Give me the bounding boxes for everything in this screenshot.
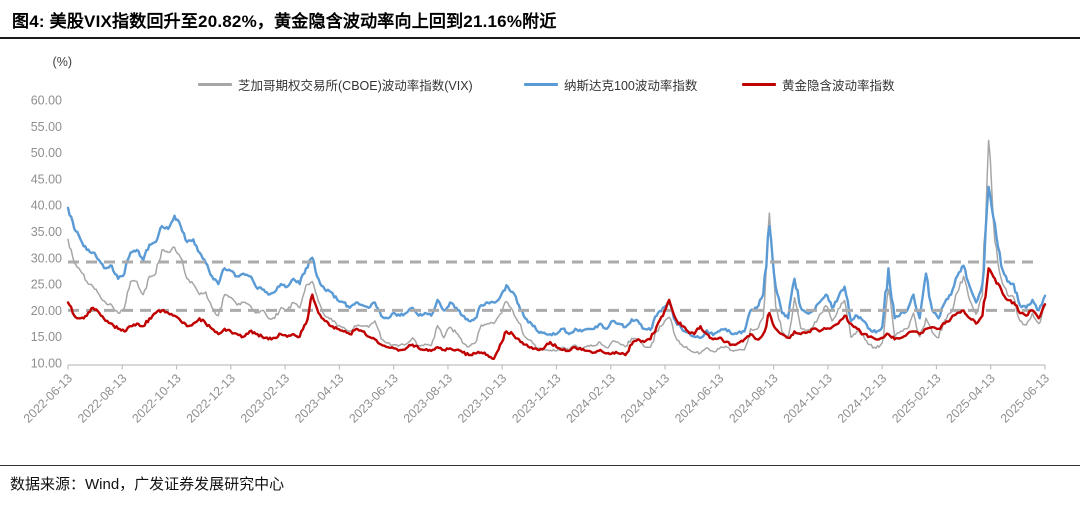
svg-text:60.00: 60.00 bbox=[31, 94, 62, 108]
svg-text:2023-06-13: 2023-06-13 bbox=[346, 371, 400, 425]
svg-text:40.00: 40.00 bbox=[31, 199, 62, 213]
svg-text:2023-02-13: 2023-02-13 bbox=[238, 371, 292, 425]
source-divider bbox=[0, 465, 1080, 466]
legend-item-vix: 芝加哥期权交易所(CBOE)波动率指数(VIX) bbox=[198, 75, 473, 93]
svg-text:50.00: 50.00 bbox=[31, 146, 62, 160]
svg-text:45.00: 45.00 bbox=[31, 172, 62, 186]
svg-text:2024-10-13: 2024-10-13 bbox=[781, 371, 835, 425]
legend-item-gold: 黄金隐含波动率指数 bbox=[742, 75, 895, 93]
svg-text:2024-12-13: 2024-12-13 bbox=[835, 371, 889, 425]
svg-text:2022-10-13: 2022-10-13 bbox=[129, 371, 183, 425]
svg-text:2023-04-13: 2023-04-13 bbox=[292, 371, 346, 425]
data-source: 数据来源：Wind，广发证券发展研究中心 bbox=[10, 476, 285, 493]
legend-item-nasdaq100: 纳斯达克100波动率指数 bbox=[524, 75, 697, 93]
svg-text:20.00: 20.00 bbox=[31, 304, 62, 318]
svg-text:30.00: 30.00 bbox=[31, 251, 62, 265]
figure-title: 图4: 美股VIX指数回升至20.82%，黄金隐含波动率向上回到21.16%附近 bbox=[12, 12, 557, 31]
svg-text:15.00: 15.00 bbox=[31, 330, 62, 344]
svg-text:2024-06-13: 2024-06-13 bbox=[672, 371, 726, 425]
svg-text:(%): (%) bbox=[53, 55, 72, 69]
legend-label-nasdaq100: 纳斯达克100波动率指数 bbox=[564, 78, 698, 93]
svg-text:2025-04-13: 2025-04-13 bbox=[943, 371, 997, 425]
svg-text:35.00: 35.00 bbox=[31, 225, 62, 239]
svg-text:2022-12-13: 2022-12-13 bbox=[184, 371, 238, 425]
svg-text:2024-08-13: 2024-08-13 bbox=[726, 371, 780, 425]
svg-text:2022-08-13: 2022-08-13 bbox=[75, 371, 129, 425]
y-axis: (%) 60.00 55.00 50.00 45.00 40.00 35.00 30.00 25… bbox=[31, 55, 72, 371]
series-line-1 bbox=[66, 185, 1047, 339]
x-axis: 2022-06-13 2022-08-13 2022-10-13 2022-12-13… bbox=[21, 364, 1052, 426]
svg-text:25.00: 25.00 bbox=[31, 278, 62, 292]
nasdaq100-line-swatch bbox=[524, 82, 558, 86]
svg-text:2025-02-13: 2025-02-13 bbox=[889, 371, 943, 425]
legend-label-gold: 黄金隐含波动率指数 bbox=[782, 78, 895, 93]
title-divider bbox=[0, 37, 1080, 39]
svg-text:2023-10-13: 2023-10-13 bbox=[455, 371, 509, 425]
svg-text:2025-06-13: 2025-06-13 bbox=[998, 371, 1052, 425]
series-line-2 bbox=[66, 267, 1047, 360]
svg-text:2023-08-13: 2023-08-13 bbox=[401, 371, 455, 425]
svg-text:10.00: 10.00 bbox=[31, 357, 62, 371]
series-line-0 bbox=[67, 139, 1046, 355]
chart-legend: 芝加哥期权交易所(CBOE)波动率指数(VIX) 纳斯达克100波动率指数 黄金… bbox=[0, 75, 1080, 93]
svg-text:2024-02-13: 2024-02-13 bbox=[564, 371, 618, 425]
svg-text:2024-04-13: 2024-04-13 bbox=[618, 371, 672, 425]
svg-text:55.00: 55.00 bbox=[31, 120, 62, 134]
legend-label-vix: 芝加哥期权交易所(CBOE)波动率指数(VIX) bbox=[238, 78, 473, 93]
vix-line-swatch bbox=[198, 82, 232, 86]
svg-text:2022-06-13: 2022-06-13 bbox=[21, 371, 75, 425]
gold-line-swatch bbox=[742, 82, 776, 86]
svg-text:2023-12-13: 2023-12-13 bbox=[509, 371, 563, 425]
